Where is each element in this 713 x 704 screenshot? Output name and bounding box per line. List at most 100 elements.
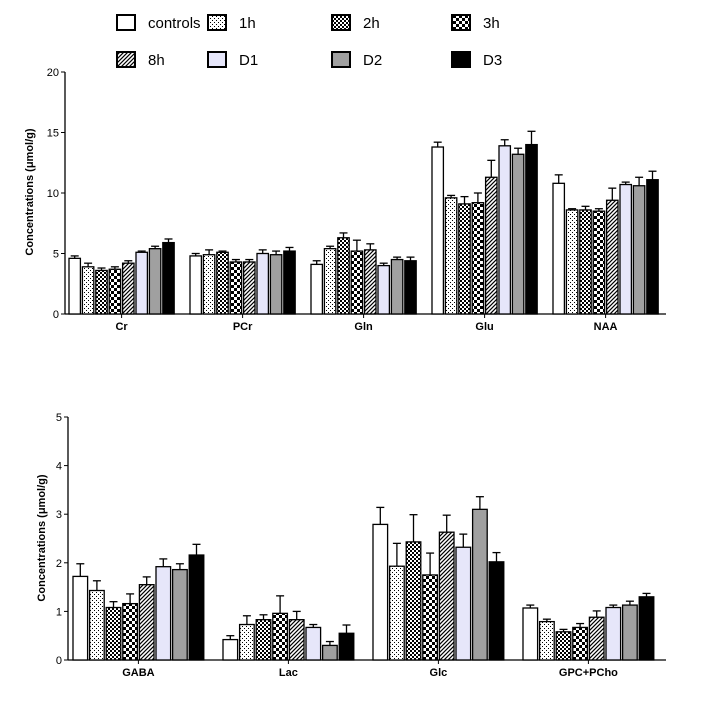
- bar-3h-Gln: [350, 250, 364, 315]
- x-category-label: GABA: [122, 667, 154, 679]
- bar-2h-Lac: [255, 619, 272, 661]
- bar-2h-Glc: [405, 541, 422, 661]
- bar-D3-GPC+PCho: [638, 596, 655, 661]
- legend-swatch-2h: [331, 14, 351, 31]
- y-tick-label: 4: [56, 461, 62, 473]
- bar-1h-Glc: [388, 565, 405, 661]
- x-category-label: Lac: [279, 667, 298, 679]
- bar-2h-NAA: [579, 209, 592, 315]
- x-category-label: Cr: [115, 321, 128, 333]
- bar-8h-NAA: [605, 199, 619, 315]
- bar-D1-Lac: [305, 626, 322, 661]
- bar-1h-Gln: [323, 248, 337, 315]
- bar-1h-Lac: [238, 623, 255, 661]
- legend-swatch-D1: [207, 51, 227, 68]
- legend-label-1h: 1h: [239, 15, 256, 32]
- bar-D3-GABA: [188, 554, 205, 661]
- bar-3h-Glu: [471, 202, 485, 315]
- y-tick-label: 15: [47, 128, 59, 140]
- bar-D2-GABA: [171, 568, 188, 661]
- bar-1h-GABA: [88, 589, 105, 661]
- bar-8h-Lac: [288, 619, 305, 661]
- legend-label-8h: 8h: [148, 52, 165, 69]
- bar-controls-PCr: [189, 255, 203, 315]
- y-tick-label: 2: [56, 558, 62, 570]
- bar-D2-Gln: [390, 258, 404, 315]
- bar-D3-Cr: [162, 241, 175, 315]
- bar-D2-NAA: [632, 185, 646, 315]
- bar-D2-Lac: [321, 644, 338, 661]
- bar-1h-Glu: [444, 197, 458, 315]
- legend-label-D2: D2: [363, 52, 382, 69]
- chart-bottom-panel: Concentrations (μmol/g) 0 1 2 3 4 5 GABA Lac Glc…: [36, 412, 666, 679]
- bar-D2-Glc: [471, 508, 488, 661]
- x-category-label: Gln: [354, 321, 373, 333]
- bar-8h-Cr: [121, 262, 135, 315]
- bar-D1-Cr: [135, 251, 149, 315]
- bar-8h-Glu: [484, 176, 498, 315]
- legend-label-controls: controls: [148, 15, 201, 32]
- bar-controls-GABA: [72, 575, 89, 661]
- bar-2h-GPC+PCho: [555, 631, 572, 661]
- legend-swatch-3h: [451, 14, 471, 31]
- bar-8h-PCr: [242, 261, 256, 315]
- y-tick-label: 5: [53, 249, 59, 261]
- bar-D3-Glc: [488, 561, 505, 661]
- legend-swatch-1h: [207, 14, 227, 31]
- y-tick-label: 1: [56, 606, 62, 618]
- bar-3h-GABA: [122, 602, 139, 661]
- bar-D2-Cr: [148, 248, 162, 315]
- y-tick-label: 5: [56, 412, 62, 424]
- bar-2h-Glu: [458, 203, 471, 315]
- x-category-label: Glu: [475, 321, 493, 333]
- bar-8h-GPC+PCho: [588, 616, 605, 661]
- bar-controls-Cr: [68, 257, 82, 315]
- bar-controls-NAA: [552, 182, 566, 315]
- bar-D1-GABA: [155, 566, 172, 661]
- bar-2h-PCr: [216, 251, 229, 315]
- y-axis-title-top: Concentrations (μmol/g): [24, 128, 36, 255]
- y-tick-label: 0: [53, 309, 59, 321]
- bar-D3-NAA: [646, 179, 659, 315]
- legend-swatch-8h: [116, 51, 136, 68]
- x-category-label: NAA: [594, 321, 618, 333]
- y-tick-label: 0: [56, 655, 62, 667]
- legend-label-D3: D3: [483, 52, 502, 69]
- legend-swatch-D3: [451, 51, 471, 68]
- bar-D2-GPC+PCho: [621, 604, 638, 661]
- bar-D1-PCr: [256, 252, 270, 315]
- bar-D1-Glc: [455, 546, 472, 661]
- legend: controls 1h 2h 3h 8h D1 D2 D3: [116, 14, 502, 69]
- bar-D3-PCr: [283, 250, 296, 315]
- bar-2h-GABA: [105, 606, 122, 661]
- bar-1h-NAA: [565, 209, 579, 315]
- bar-D3-Gln: [404, 260, 417, 315]
- bar-8h-Glc: [438, 531, 455, 661]
- y-axis-title-bottom: Concentrations (μmol/g): [36, 474, 48, 601]
- bar-D1-GPC+PCho: [605, 606, 622, 661]
- x-category-label: GPC+PCho: [559, 667, 618, 679]
- x-category-label: PCr: [233, 321, 253, 333]
- legend-label-3h: 3h: [483, 15, 500, 32]
- bar-controls-Glu: [431, 146, 445, 315]
- bar-3h-Cr: [108, 268, 122, 315]
- bar-3h-Lac: [272, 612, 289, 661]
- bar-1h-GPC+PCho: [538, 620, 555, 661]
- legend-swatch-D2: [331, 51, 351, 68]
- bar-D3-Glu: [525, 143, 538, 315]
- y-tick-label: 10: [47, 188, 59, 200]
- bar-D1-Glu: [498, 145, 512, 315]
- chart-top-panel: Concentrations (μmol/g) 0 5 10 15 20 Cr PCr Gln…: [24, 67, 666, 333]
- bar-8h-GABA: [138, 584, 155, 661]
- bar-D1-Gln: [377, 264, 391, 315]
- y-tick-label: 20: [47, 67, 59, 79]
- legend-swatch-controls: [116, 14, 136, 31]
- bar-3h-GPC+PCho: [572, 626, 589, 661]
- bar-1h-Cr: [81, 266, 95, 315]
- bar-3h-PCr: [229, 261, 243, 315]
- bar-D2-PCr: [269, 254, 283, 315]
- bar-3h-NAA: [592, 210, 606, 315]
- bar-1h-PCr: [202, 254, 216, 315]
- bar-2h-Cr: [95, 269, 108, 315]
